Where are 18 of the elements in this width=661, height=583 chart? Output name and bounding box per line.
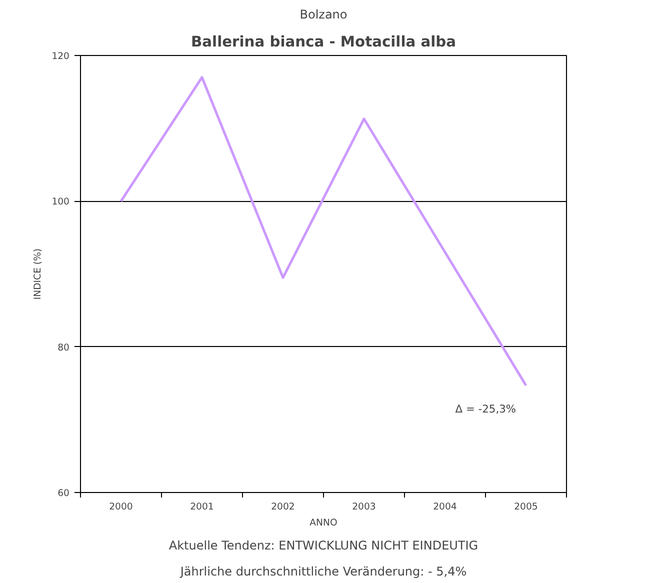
x-axis-title: ANNO — [310, 518, 338, 528]
x-tick-label: 2001 — [190, 502, 214, 512]
text: Aktuelle Tendenz: ENTWICKLUNG NICHT EINDEUTIG — [168, 538, 478, 552]
y-tick-label: 100 — [52, 196, 70, 208]
x-tick-label: 2003 — [352, 502, 376, 512]
y-axis-title: INDICE (%) — [32, 248, 44, 300]
line-series — [120, 76, 528, 387]
y-tick-label: 80 — [58, 342, 70, 354]
chart-title: Ballerina bianca - Motacilla alba — [190, 34, 456, 50]
chart-subtitle: Bolzano — [300, 8, 348, 22]
x-tick-label: 2002 — [271, 502, 295, 512]
x-tick-label: 2000 — [109, 502, 133, 512]
x-tick-label: 2004 — [433, 502, 457, 512]
y-tick-label: 120 — [52, 51, 70, 62]
text: Jährliche durchschnittliche Veränderung: - 5,4% — [179, 564, 467, 578]
x-tick-label: 2005 — [514, 502, 538, 512]
annotation: Δ = -25,3% — [455, 402, 516, 416]
y-tick-label: 60 — [58, 488, 70, 499]
